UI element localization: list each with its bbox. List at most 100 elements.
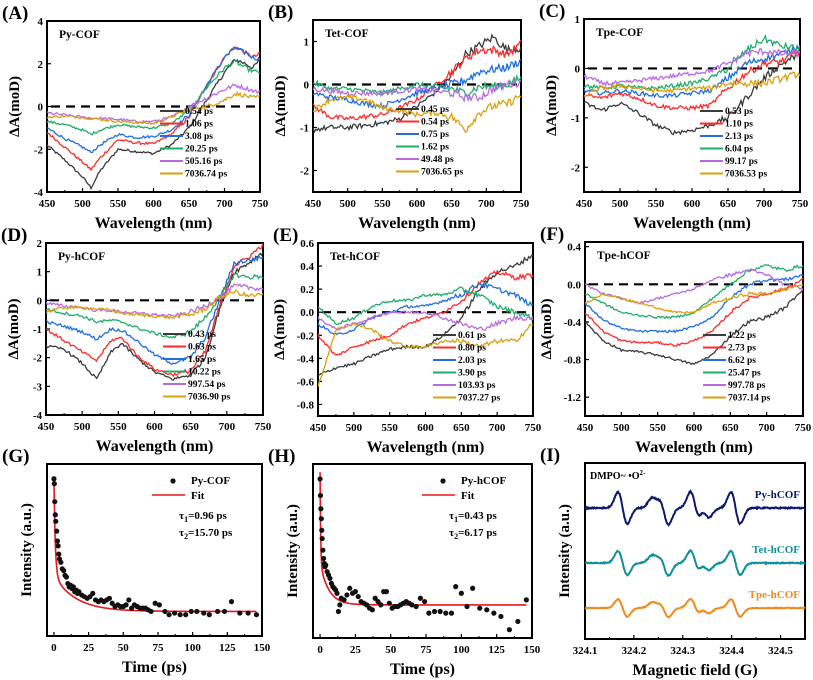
data-point: [448, 610, 455, 616]
data-point: [51, 476, 57, 482]
series-line: [46, 254, 263, 365]
data-point: [206, 612, 212, 618]
x-axis-label: Time (ps): [122, 659, 187, 676]
panel-title: Tet-COF: [325, 28, 369, 40]
series-line: [584, 71, 800, 97]
series-line: [313, 77, 521, 104]
y-tick-label: -1.2: [564, 392, 582, 404]
y-tick-label: -0.6: [297, 376, 315, 388]
data-point: [355, 593, 361, 600]
plot-frame: [46, 20, 261, 193]
x-axis-label: Time (ps): [390, 661, 455, 678]
data-point: [318, 506, 324, 512]
x-tick-label: 450: [39, 198, 56, 210]
legend-label: 1.06 ps: [185, 120, 213, 130]
x-tick-label: 25: [83, 642, 95, 654]
data-point: [344, 592, 350, 598]
panel-label: (A): [2, 3, 28, 24]
y-axis-label: Intensity (a.u.): [557, 504, 573, 598]
y-tick-label: -2: [300, 166, 310, 178]
series-group: [313, 33, 521, 134]
data-point: [172, 610, 178, 616]
data-point: [323, 562, 329, 568]
x-tick-label: 700: [478, 198, 495, 210]
legend-label: 20.25 ps: [185, 145, 218, 155]
x-tick-label: 600: [684, 198, 701, 210]
series-line: [313, 58, 521, 111]
x-tick-label: 650: [443, 198, 460, 210]
x-tick-label: 450: [576, 198, 593, 210]
data-point: [409, 602, 415, 608]
tau-annotation: τ2=6.17 ps: [449, 527, 497, 541]
chart-panel-b: (B) 450 500 550 600 650 700 750 -2 -1 0 1 Wavelength…: [268, 2, 530, 232]
legend-label: 7037.27 ps: [458, 394, 501, 404]
panel-title: Tet-hCOF: [330, 251, 380, 263]
y-tick-label: -0.2: [297, 330, 315, 342]
epr-spectrum: [584, 489, 806, 528]
data-point: [201, 610, 207, 616]
y-axis-label: ΔA(moD): [272, 299, 288, 360]
y-tick-label: 2: [38, 59, 44, 71]
legend-label: Py-hCOF: [461, 475, 507, 487]
x-tick-label: 500: [613, 422, 630, 434]
data-point: [166, 612, 172, 618]
series-group: [47, 46, 260, 191]
series-line: [318, 286, 533, 326]
x-tick-label: 750: [792, 198, 809, 210]
series-group: [584, 33, 800, 136]
data-point: [352, 589, 358, 595]
x-tick-label: 150: [254, 642, 271, 654]
data-point: [422, 598, 428, 605]
y-tick-label: 1: [304, 37, 310, 49]
legend-label: 0.54 ps: [421, 118, 449, 128]
panel-label: (C): [539, 1, 565, 22]
y-tick-label: 1: [575, 14, 581, 26]
y-tick-label: -2: [571, 162, 581, 174]
panel-title: Tpe-hCOF: [597, 250, 651, 262]
y-axis-label: ΔA(moD): [544, 75, 560, 136]
x-tick-label: 700: [756, 198, 773, 210]
x-tick-label: 600: [146, 421, 163, 433]
legend-label: 997.78 ps: [728, 381, 766, 391]
x-tick-label: 650: [722, 422, 739, 434]
legend-label: 6.04 ps: [725, 145, 753, 155]
data-point: [523, 597, 529, 603]
legend-label: 0.80 ps: [458, 344, 486, 354]
data-point: [126, 597, 132, 603]
y-tick-label: 0: [575, 63, 581, 75]
legend-label: 2.13 ps: [725, 132, 753, 142]
series-line: [318, 254, 533, 376]
plot-frame: [583, 18, 801, 193]
series-line: [584, 48, 800, 87]
x-tick-label: 750: [795, 422, 812, 434]
x-tick-label: 750: [525, 422, 542, 434]
x-tick-label: 550: [110, 421, 127, 433]
data-point: [152, 600, 158, 606]
series-line: [47, 57, 260, 191]
legend-label: 0.63 ps: [188, 343, 216, 353]
data-point: [437, 608, 443, 615]
legend-label: 103.93 ps: [458, 381, 496, 391]
epr-spectrum: [584, 597, 806, 619]
x-tick-label: 550: [649, 422, 666, 434]
plot-frame: [46, 463, 263, 637]
y-tick-label: -4: [33, 410, 43, 422]
x-tick-label: 600: [409, 198, 426, 210]
series-line: [584, 43, 800, 99]
x-axis-label: Wavelength (nm): [96, 438, 214, 455]
data-point: [61, 567, 67, 574]
data-point: [90, 590, 96, 597]
series-line: [313, 39, 521, 121]
y-tick-label: 0: [37, 295, 43, 307]
panel-label: (D): [1, 225, 27, 246]
data-point: [54, 528, 60, 534]
y-tick-label: -1: [571, 113, 580, 125]
legend-label: 0.54 ps: [185, 107, 213, 117]
data-point: [320, 555, 327, 562]
chart-panel-h: (H) 0 25 50 75 100 125 150 Time (ps) Intensity (a…: [268, 446, 541, 678]
data-point: [378, 602, 384, 608]
panel-label: (F): [540, 224, 564, 245]
data-point: [245, 610, 251, 616]
legend-label: 0.75 ps: [421, 130, 449, 140]
series-line: [46, 243, 263, 378]
